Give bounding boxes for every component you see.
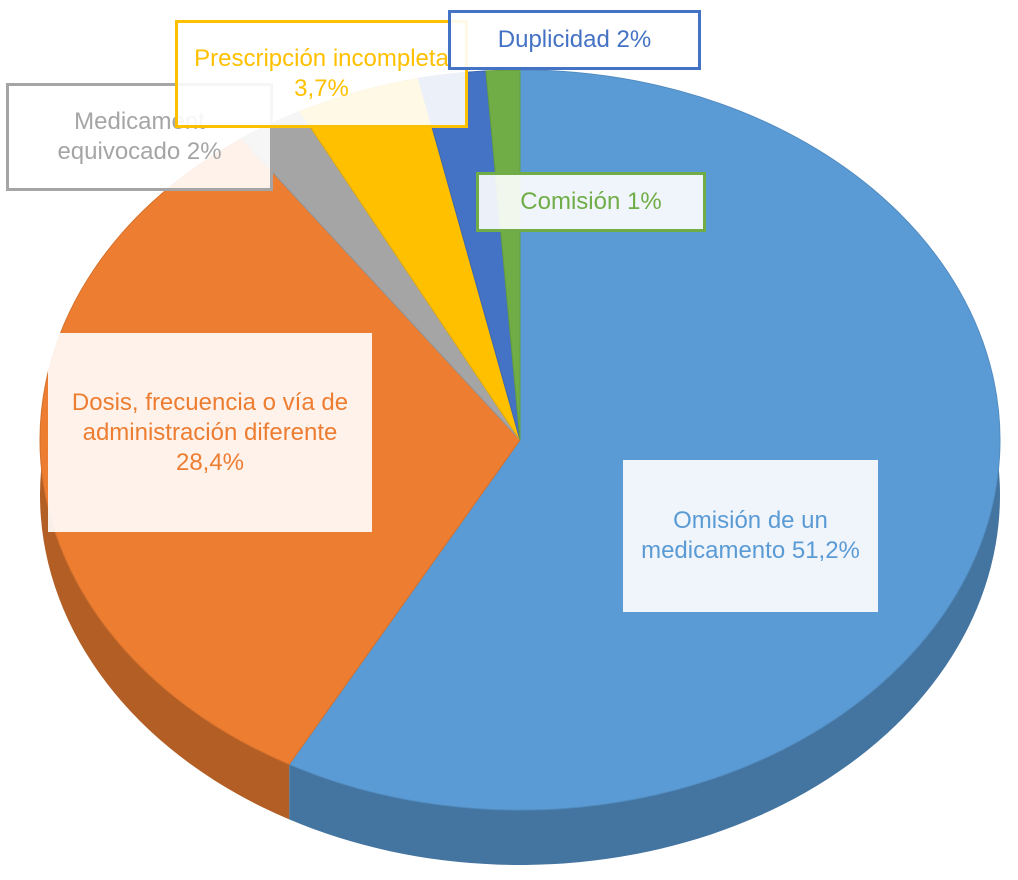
value-label: 2% [186,138,222,165]
data-label: Prescripción incompleta 3,7% [175,20,468,128]
category-label: Comisión [520,188,621,215]
slice [288,69,1001,811]
value-label: 1% [627,188,662,215]
data-label: Dosis, frecuencia o vía de administració… [48,333,372,532]
data-label: Duplicidad 2% [448,10,701,70]
slice [485,69,521,441]
category-label: Duplicidad [497,26,610,53]
data-label: Comisión 1% [476,172,706,232]
category-label: Dosis, frecuencia o vía de administració… [71,388,349,446]
value-label: 28,4% [175,448,245,476]
category-label: Prescripción incompleta [194,45,449,72]
category-label: Omisión de un medicamento [641,507,828,564]
value-label: 2% [616,26,652,53]
value-label: 51,2% [791,537,860,564]
value-label: 3,7% [294,75,349,102]
data-label: Omisión de un medicamento 51,2% [623,460,878,612]
